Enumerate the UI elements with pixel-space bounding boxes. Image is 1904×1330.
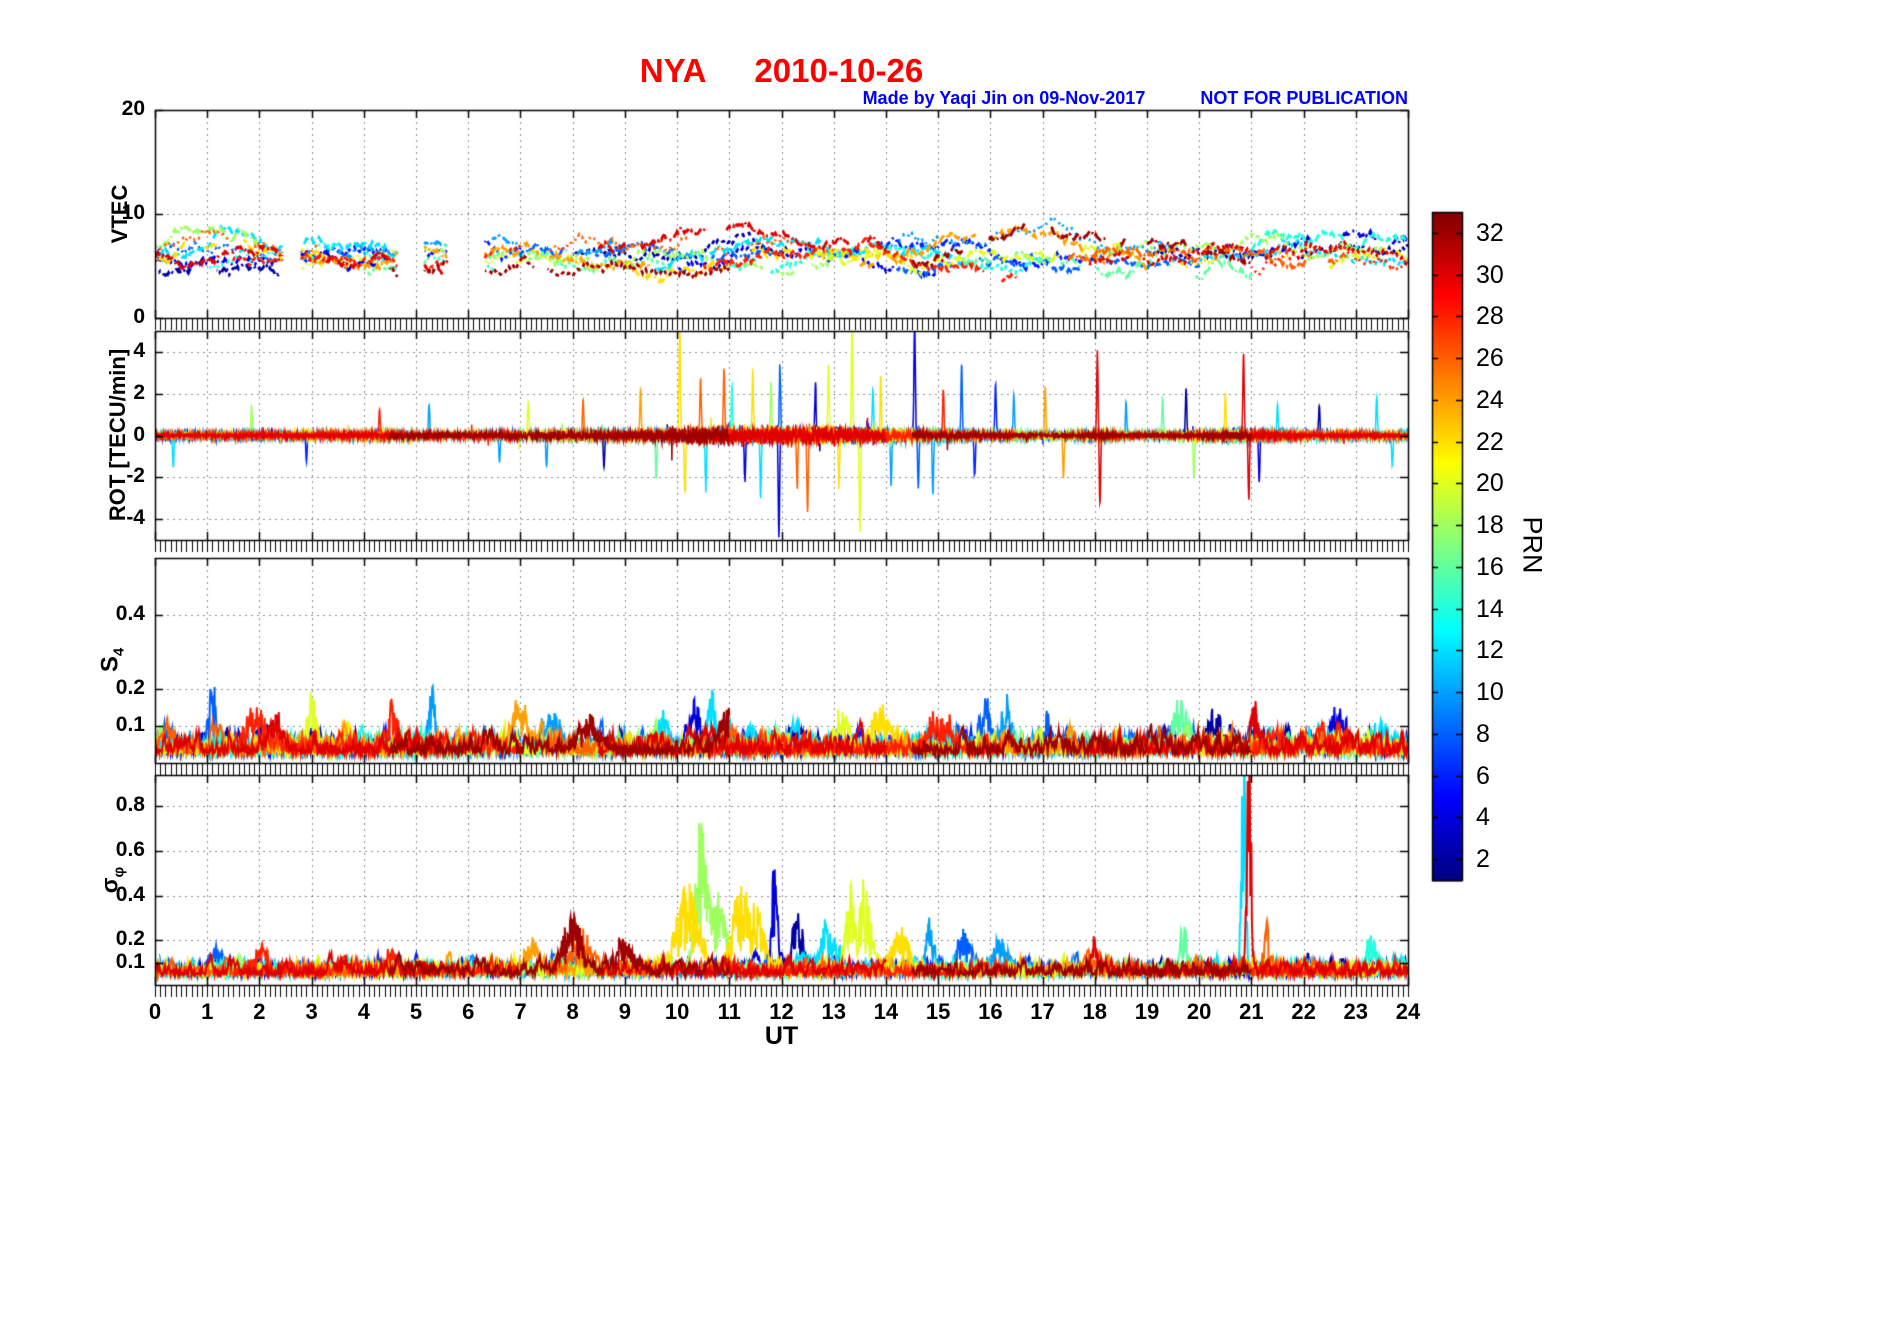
x-tick-label: 13 [821,999,846,1024]
y-tick-label: 0.1 [115,712,145,736]
colorbar-tick-label: 10 [1476,677,1504,706]
y-tick-label: 0.4 [115,601,145,625]
y-tick-label: 0.4 [115,882,145,906]
s4-axis-label: S4 [96,647,128,673]
x-axis-label: UT [764,1022,799,1050]
colorbar-tick-label: 24 [1476,385,1504,414]
x-tick-label: 5 [409,999,423,1024]
y-tick-label: 0.2 [115,927,145,951]
x-tick-label: 14 [873,999,899,1024]
colorbar-tick-label: 14 [1476,594,1504,623]
x-tick-label: 21 [1239,999,1264,1024]
y-tick-label: 0.2 [115,675,145,699]
colorbar-tick-label: 12 [1476,635,1504,664]
colorbar-tick-label: 4 [1476,802,1490,831]
y-tick-label: 0.1 [115,949,145,973]
x-tick-label: 2 [253,999,266,1024]
x-tick-label: 18 [1082,999,1107,1024]
plot-subtitle: Made by Yaqi Jin on 09-Nov-2017 NOT FOR … [155,88,1408,109]
y-tick-label: 20 [121,97,145,120]
x-tick-label: 24 [1395,999,1421,1024]
y-tick-label: 0 [133,305,145,328]
x-tick-label: 9 [618,999,631,1024]
x-tick-label: 6 [462,999,475,1024]
y-tick-label: -4 [126,506,145,530]
not-for-publication-text: NOT FOR PUBLICATION [1200,88,1408,108]
x-tick-label: 23 [1343,999,1369,1024]
colorbar-tick-label: 30 [1476,260,1504,289]
x-tick-label: 8 [566,999,579,1024]
x-tick-label: 1 [201,999,214,1024]
plot-date: 2010-10-26 [754,52,924,89]
x-tick-label: 10 [664,999,690,1024]
colorbar-tick-label: 8 [1476,719,1490,748]
colorbar-tick-label: 20 [1476,468,1504,497]
colorbar-tick-label: 6 [1476,761,1490,790]
x-tick-label: 22 [1291,999,1316,1024]
colorbar-tick-label: 26 [1476,343,1504,372]
plot-title: NYA 2010-10-26 [155,52,1408,90]
colorbar-tick-label: 28 [1476,301,1504,330]
made-by-text: Made by Yaqi Jin on 09-Nov-2017 [862,88,1146,108]
y-tick-label: 10 [121,201,145,224]
y-tick-label: 0.6 [115,837,145,861]
colorbar-tick-label: 22 [1476,427,1504,456]
x-tick-label: 17 [1030,999,1055,1024]
x-tick-label: 11 [717,999,741,1024]
x-tick-label: 15 [925,999,951,1024]
x-tick-label: 12 [769,999,794,1024]
x-tick-label: 3 [305,999,318,1024]
station-name: NYA [639,52,707,89]
x-tick-label: 19 [1134,999,1160,1024]
colorbar-tick-label: 18 [1476,510,1504,539]
y-tick-label: -2 [126,464,145,488]
colorbar-tick-label: 32 [1476,218,1504,247]
x-tick-label: 20 [1186,999,1212,1024]
x-tick-label: 0 [148,999,162,1024]
y-tick-label: 2 [133,380,145,404]
y-tick-label: 0.8 [115,793,145,817]
y-tick-label: 0 [133,422,145,446]
x-tick-label: 4 [357,999,370,1024]
x-tick-label: 16 [978,999,1003,1024]
colorbar-tick-label: 16 [1476,552,1504,581]
x-tick-label: 7 [514,999,527,1024]
y-tick-label: 4 [133,338,145,362]
colorbar-tick-label: 2 [1476,844,1490,873]
